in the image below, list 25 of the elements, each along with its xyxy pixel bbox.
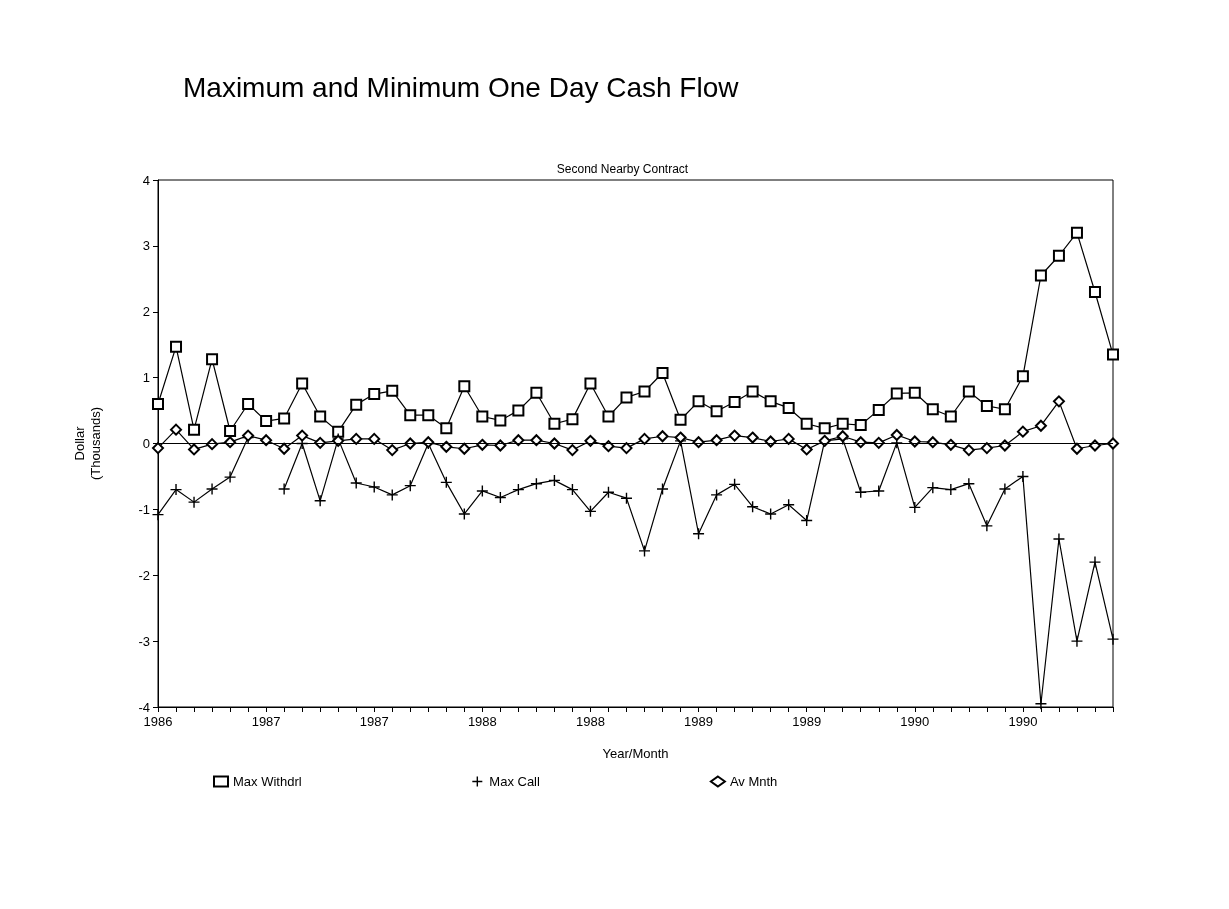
chart-subtitle: Second Nearby Contract — [556, 162, 689, 176]
y-tick-label: 4 — [142, 172, 150, 188]
y-tick-label: -3 — [138, 633, 150, 649]
x-tick-label: 1990 — [900, 714, 930, 729]
y-tick-label: -4 — [138, 699, 150, 715]
y-tick-label: 1 — [142, 370, 150, 386]
legend-label: Max Call — [489, 774, 540, 789]
legend-label: Av Mnth — [729, 774, 778, 789]
y-tick-label: 3 — [142, 238, 150, 254]
x-tick-label: 1989 — [684, 714, 714, 729]
x-tick-label: 1987 — [359, 714, 389, 729]
y-tick-label: 2 — [142, 304, 150, 320]
x-tick-label: 1988 — [467, 714, 497, 729]
y-tick-label: -1 — [138, 501, 150, 517]
legend-label: Max Withdrl — [233, 774, 302, 789]
x-axis-title: Year/Month — [602, 746, 669, 761]
x-tick-label: 1987 — [251, 714, 281, 729]
y-tick-label: -2 — [138, 567, 150, 583]
x-tick-label: 1990 — [1008, 714, 1038, 729]
chart-title: Maximum and Minimum One Day Cash Flow — [183, 71, 740, 103]
x-tick-label: 1989 — [792, 714, 822, 729]
x-tick-label: 1986 — [143, 714, 173, 729]
y-axis-title: Dollar (Thousands) — [71, 407, 103, 480]
y-tick-label: 0 — [142, 436, 150, 451]
x-tick-label: 1988 — [575, 714, 605, 729]
